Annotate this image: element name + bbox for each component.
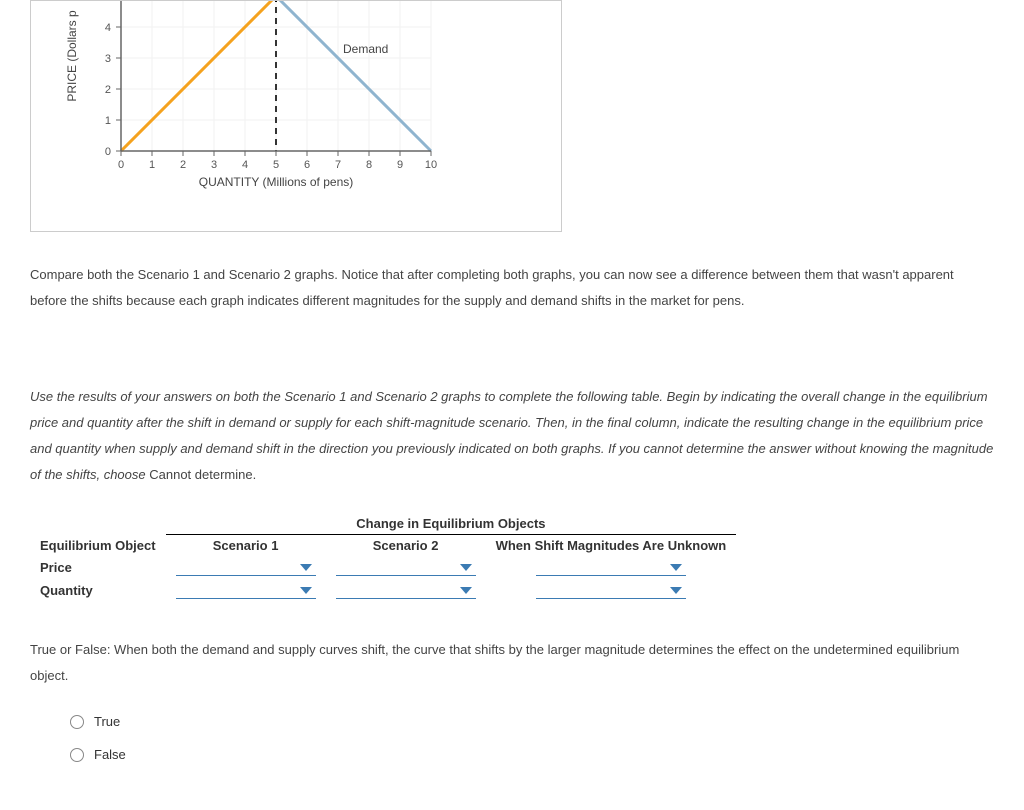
col-header-scenario2: Scenario 2 bbox=[326, 535, 486, 557]
svg-text:4: 4 bbox=[105, 22, 111, 34]
svg-text:2: 2 bbox=[180, 159, 186, 171]
radio-option-false[interactable]: False bbox=[70, 747, 994, 762]
row-label-quantity: Quantity bbox=[30, 579, 166, 602]
row-label-price: Price bbox=[30, 556, 166, 579]
svg-text:1: 1 bbox=[149, 159, 155, 171]
svg-text:QUANTITY (Millions of pens): QUANTITY (Millions of pens) bbox=[199, 175, 353, 189]
chart-panel: Demand012345678910012345678910QUANTITY (… bbox=[30, 0, 562, 232]
dropdown-price-s1[interactable] bbox=[176, 560, 316, 576]
radio-label-false: False bbox=[94, 747, 126, 762]
chevron-down-icon bbox=[670, 564, 682, 571]
svg-text:6: 6 bbox=[304, 159, 310, 171]
instructions-plain: Cannot determine. bbox=[149, 467, 256, 482]
chevron-down-icon bbox=[670, 587, 682, 594]
svg-text:7: 7 bbox=[335, 159, 341, 171]
paragraph-compare: Compare both the Scenario 1 and Scenario… bbox=[30, 262, 994, 314]
svg-text:10: 10 bbox=[425, 159, 437, 171]
table-super-header: Change in Equilibrium Objects bbox=[166, 513, 737, 535]
svg-text:5: 5 bbox=[105, 0, 111, 3]
svg-text:PRICE (Dollars p: PRICE (Dollars p bbox=[65, 10, 79, 102]
dropdown-qty-s2[interactable] bbox=[336, 583, 476, 599]
svg-text:Demand: Demand bbox=[343, 42, 388, 56]
svg-text:3: 3 bbox=[211, 159, 217, 171]
chevron-down-icon bbox=[300, 564, 312, 571]
radio-icon bbox=[70, 748, 84, 762]
col-header-unknown: When Shift Magnitudes Are Unknown bbox=[486, 535, 737, 557]
dropdown-price-unknown[interactable] bbox=[536, 560, 686, 576]
supply-demand-chart: Demand012345678910012345678910QUANTITY (… bbox=[31, 0, 561, 231]
radio-label-true: True bbox=[94, 714, 120, 729]
col-header-object: Equilibrium Object bbox=[30, 535, 166, 557]
svg-text:3: 3 bbox=[105, 53, 111, 65]
svg-text:8: 8 bbox=[366, 159, 372, 171]
svg-text:0: 0 bbox=[105, 146, 111, 158]
svg-text:4: 4 bbox=[242, 159, 248, 171]
chevron-down-icon bbox=[460, 564, 472, 571]
col-header-scenario1: Scenario 1 bbox=[166, 535, 326, 557]
svg-text:2: 2 bbox=[105, 84, 111, 96]
equilibrium-table: Change in Equilibrium Objects Equilibriu… bbox=[30, 513, 736, 602]
dropdown-price-s2[interactable] bbox=[336, 560, 476, 576]
svg-text:5: 5 bbox=[273, 159, 279, 171]
svg-text:9: 9 bbox=[397, 159, 403, 171]
tf-question: True or False: When both the demand and … bbox=[30, 637, 994, 689]
radio-option-true[interactable]: True bbox=[70, 714, 994, 729]
dropdown-qty-unknown[interactable] bbox=[536, 583, 686, 599]
radio-icon bbox=[70, 715, 84, 729]
paragraph-instructions: Use the results of your answers on both … bbox=[30, 384, 994, 488]
chevron-down-icon bbox=[300, 587, 312, 594]
svg-text:1: 1 bbox=[105, 115, 111, 127]
svg-text:0: 0 bbox=[118, 159, 124, 171]
dropdown-qty-s1[interactable] bbox=[176, 583, 316, 599]
chevron-down-icon bbox=[460, 587, 472, 594]
